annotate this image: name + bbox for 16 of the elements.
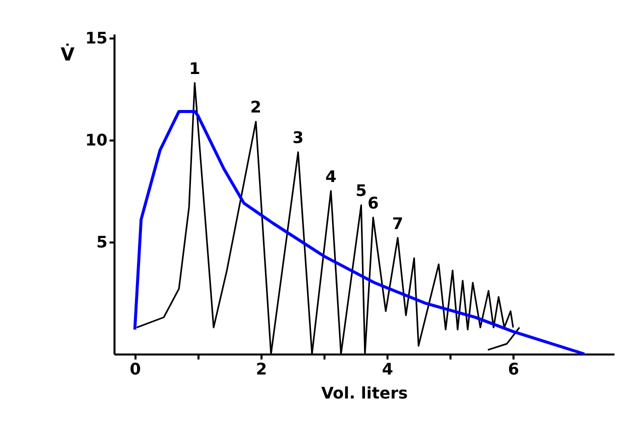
x-tick-label: 0: [130, 360, 141, 378]
annotation: 1: [189, 58, 200, 78]
x-tick-label: 4: [382, 360, 394, 378]
annotation: 2: [250, 98, 262, 117]
x-axis-title: Vol. liters: [321, 384, 408, 402]
annotation: 7: [392, 214, 404, 233]
y-tick-label: 15: [85, 28, 108, 48]
x-tick-label: 2: [256, 360, 267, 378]
y-tick-label: 5: [96, 232, 108, 252]
annotation: 4: [325, 166, 336, 186]
y-axis-title: V̇: [60, 43, 75, 66]
x-tick-label: 6: [508, 360, 520, 378]
annotation: 3: [292, 128, 304, 148]
annotation: 6: [368, 193, 379, 212]
y-tick-label: 10: [85, 130, 108, 150]
annotation: 5: [356, 181, 367, 200]
